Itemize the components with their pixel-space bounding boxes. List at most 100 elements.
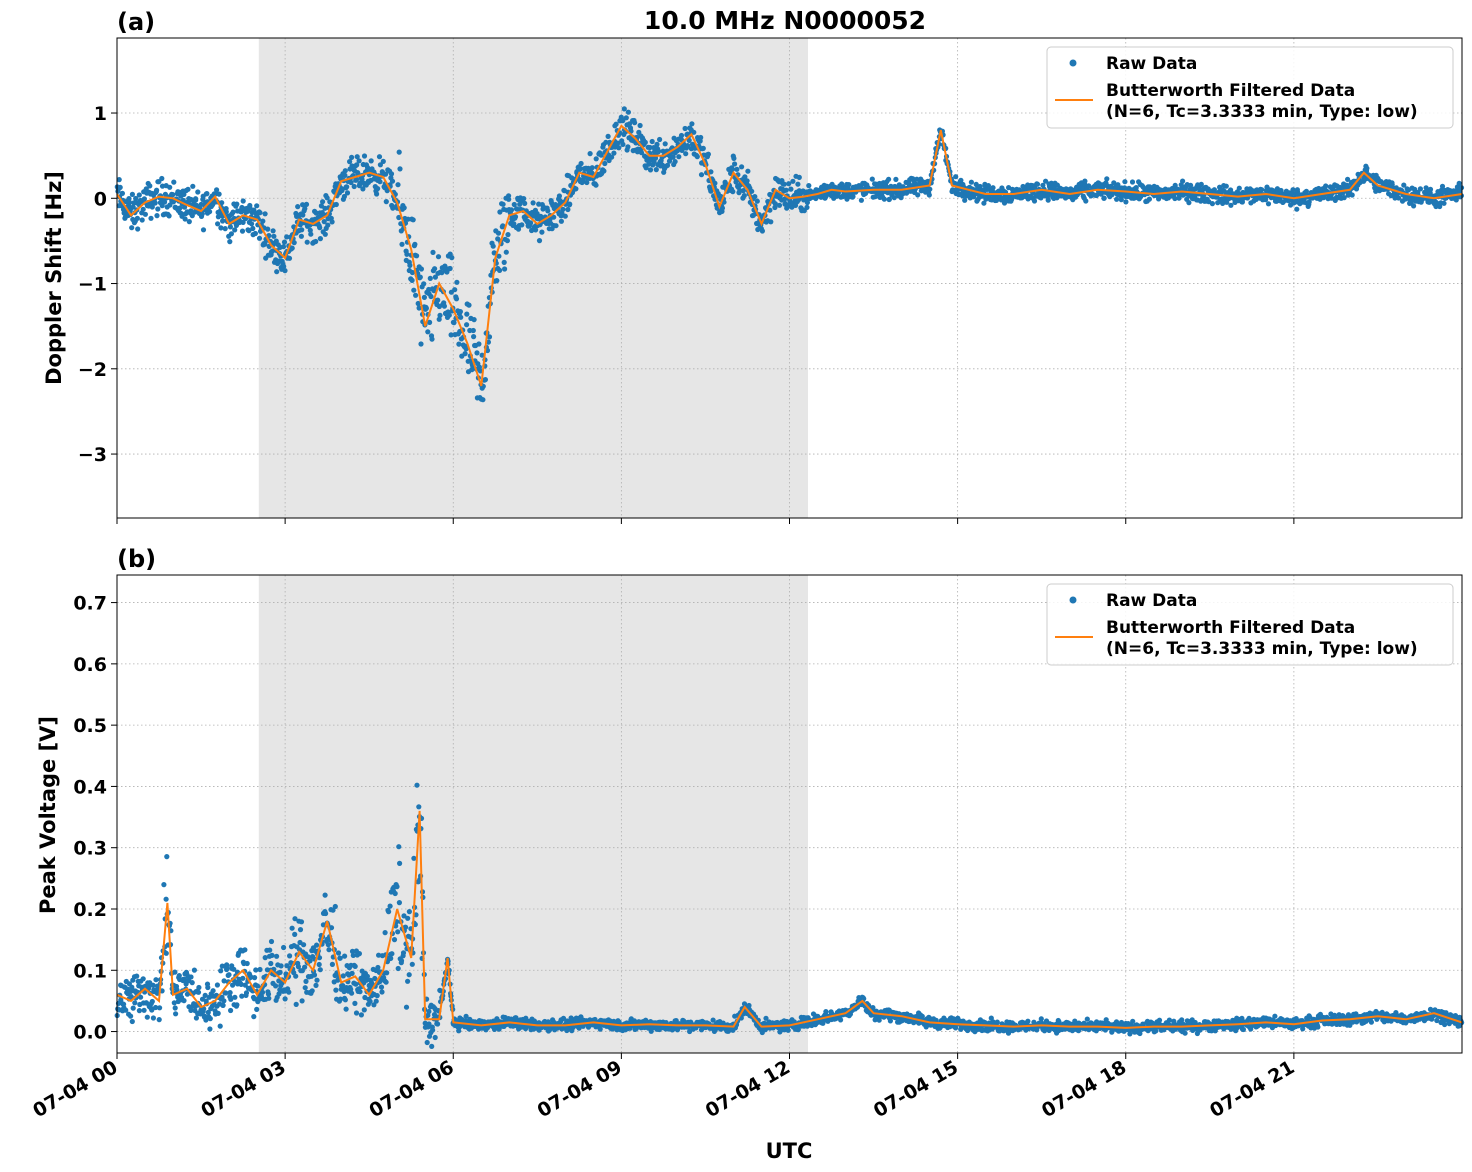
raw-data-point xyxy=(573,186,579,192)
raw-data-point xyxy=(188,208,194,214)
raw-data-point xyxy=(605,133,611,139)
raw-data-point xyxy=(570,1025,576,1031)
raw-data-point xyxy=(167,184,173,190)
raw-data-point xyxy=(140,206,146,212)
raw-data-point xyxy=(254,1006,260,1013)
raw-data-point xyxy=(712,180,718,186)
raw-data-point xyxy=(150,1015,156,1021)
raw-data-point xyxy=(926,192,932,198)
raw-data-point xyxy=(313,210,319,216)
raw-data-point xyxy=(621,106,627,112)
raw-data-point xyxy=(333,201,339,208)
raw-data-point xyxy=(649,138,655,145)
raw-data-point xyxy=(171,1000,177,1006)
raw-data-point xyxy=(325,222,331,228)
raw-data-point xyxy=(1221,188,1227,194)
raw-data-point xyxy=(1290,187,1296,193)
raw-data-point xyxy=(221,998,227,1004)
raw-data-point xyxy=(410,217,416,223)
raw-data-point xyxy=(1456,180,1462,186)
raw-data-point xyxy=(730,189,736,195)
raw-data-point xyxy=(396,214,402,221)
raw-data-point xyxy=(1129,179,1136,185)
raw-data-point xyxy=(553,223,559,229)
raw-data-point xyxy=(482,377,488,383)
raw-data-point xyxy=(259,989,266,996)
raw-data-point xyxy=(382,930,388,936)
raw-data-point xyxy=(207,1026,213,1032)
raw-data-point xyxy=(240,975,246,981)
raw-data-point xyxy=(391,937,398,943)
raw-data-point xyxy=(453,296,460,302)
raw-data-point xyxy=(1323,183,1329,189)
raw-data-point xyxy=(148,215,154,221)
raw-data-point xyxy=(374,191,380,197)
raw-data-point xyxy=(1118,197,1124,203)
raw-data-point xyxy=(742,174,748,180)
raw-data-point xyxy=(379,989,385,995)
raw-data-point xyxy=(292,916,298,922)
raw-data-point xyxy=(228,996,234,1002)
raw-data-point xyxy=(437,312,443,318)
raw-data-point xyxy=(776,202,783,208)
raw-data-point xyxy=(772,204,778,211)
raw-data-point xyxy=(302,985,308,991)
raw-data-point xyxy=(1034,181,1041,187)
raw-data-point xyxy=(349,154,355,160)
raw-data-point xyxy=(560,206,566,212)
raw-data-point xyxy=(200,227,207,233)
raw-data-point xyxy=(686,137,692,143)
raw-data-point xyxy=(149,998,155,1005)
raw-data-point xyxy=(719,205,726,211)
raw-data-point xyxy=(685,143,691,149)
raw-data-point xyxy=(368,158,374,164)
raw-data-point xyxy=(788,186,794,192)
raw-data-point xyxy=(303,201,310,207)
raw-data-point xyxy=(353,981,359,987)
raw-data-point xyxy=(220,1002,226,1008)
raw-data-point xyxy=(396,844,402,850)
raw-data-point xyxy=(876,1017,882,1023)
raw-data-point xyxy=(299,227,305,233)
raw-data-point xyxy=(223,990,229,996)
raw-data-point xyxy=(388,955,394,962)
raw-data-point xyxy=(421,294,427,300)
raw-data-point xyxy=(297,927,304,933)
raw-data-point xyxy=(387,903,393,909)
raw-data-point xyxy=(163,896,169,902)
raw-data-point xyxy=(284,234,290,240)
raw-data-point xyxy=(253,967,259,973)
raw-data-point xyxy=(303,978,309,985)
raw-data-point xyxy=(404,251,410,257)
raw-data-point xyxy=(181,191,187,197)
raw-data-point xyxy=(373,998,379,1004)
raw-data-point xyxy=(990,185,996,191)
raw-data-point xyxy=(301,942,307,948)
raw-data-point xyxy=(763,1015,769,1021)
raw-data-point xyxy=(164,854,170,860)
raw-data-point xyxy=(349,948,356,955)
raw-data-point xyxy=(214,187,220,193)
raw-data-point xyxy=(282,268,288,274)
raw-data-point xyxy=(676,154,682,160)
raw-data-point xyxy=(376,952,382,958)
raw-data-point xyxy=(1396,195,1402,201)
raw-data-point xyxy=(154,213,160,219)
raw-data-point xyxy=(432,1034,438,1041)
raw-data-point xyxy=(228,1007,234,1014)
raw-data-point xyxy=(587,151,593,157)
raw-data-point xyxy=(1083,198,1089,204)
raw-data-point xyxy=(136,192,142,198)
raw-data-point xyxy=(620,141,626,147)
raw-data-point xyxy=(298,233,304,239)
raw-data-point xyxy=(551,214,557,220)
raw-data-point xyxy=(377,162,383,168)
raw-data-point xyxy=(1098,191,1104,197)
raw-data-point xyxy=(1441,200,1447,206)
raw-data-point xyxy=(344,184,350,190)
raw-data-point xyxy=(302,206,308,212)
raw-data-point xyxy=(749,188,755,194)
raw-data-point xyxy=(348,179,354,186)
raw-data-point xyxy=(1082,178,1088,184)
